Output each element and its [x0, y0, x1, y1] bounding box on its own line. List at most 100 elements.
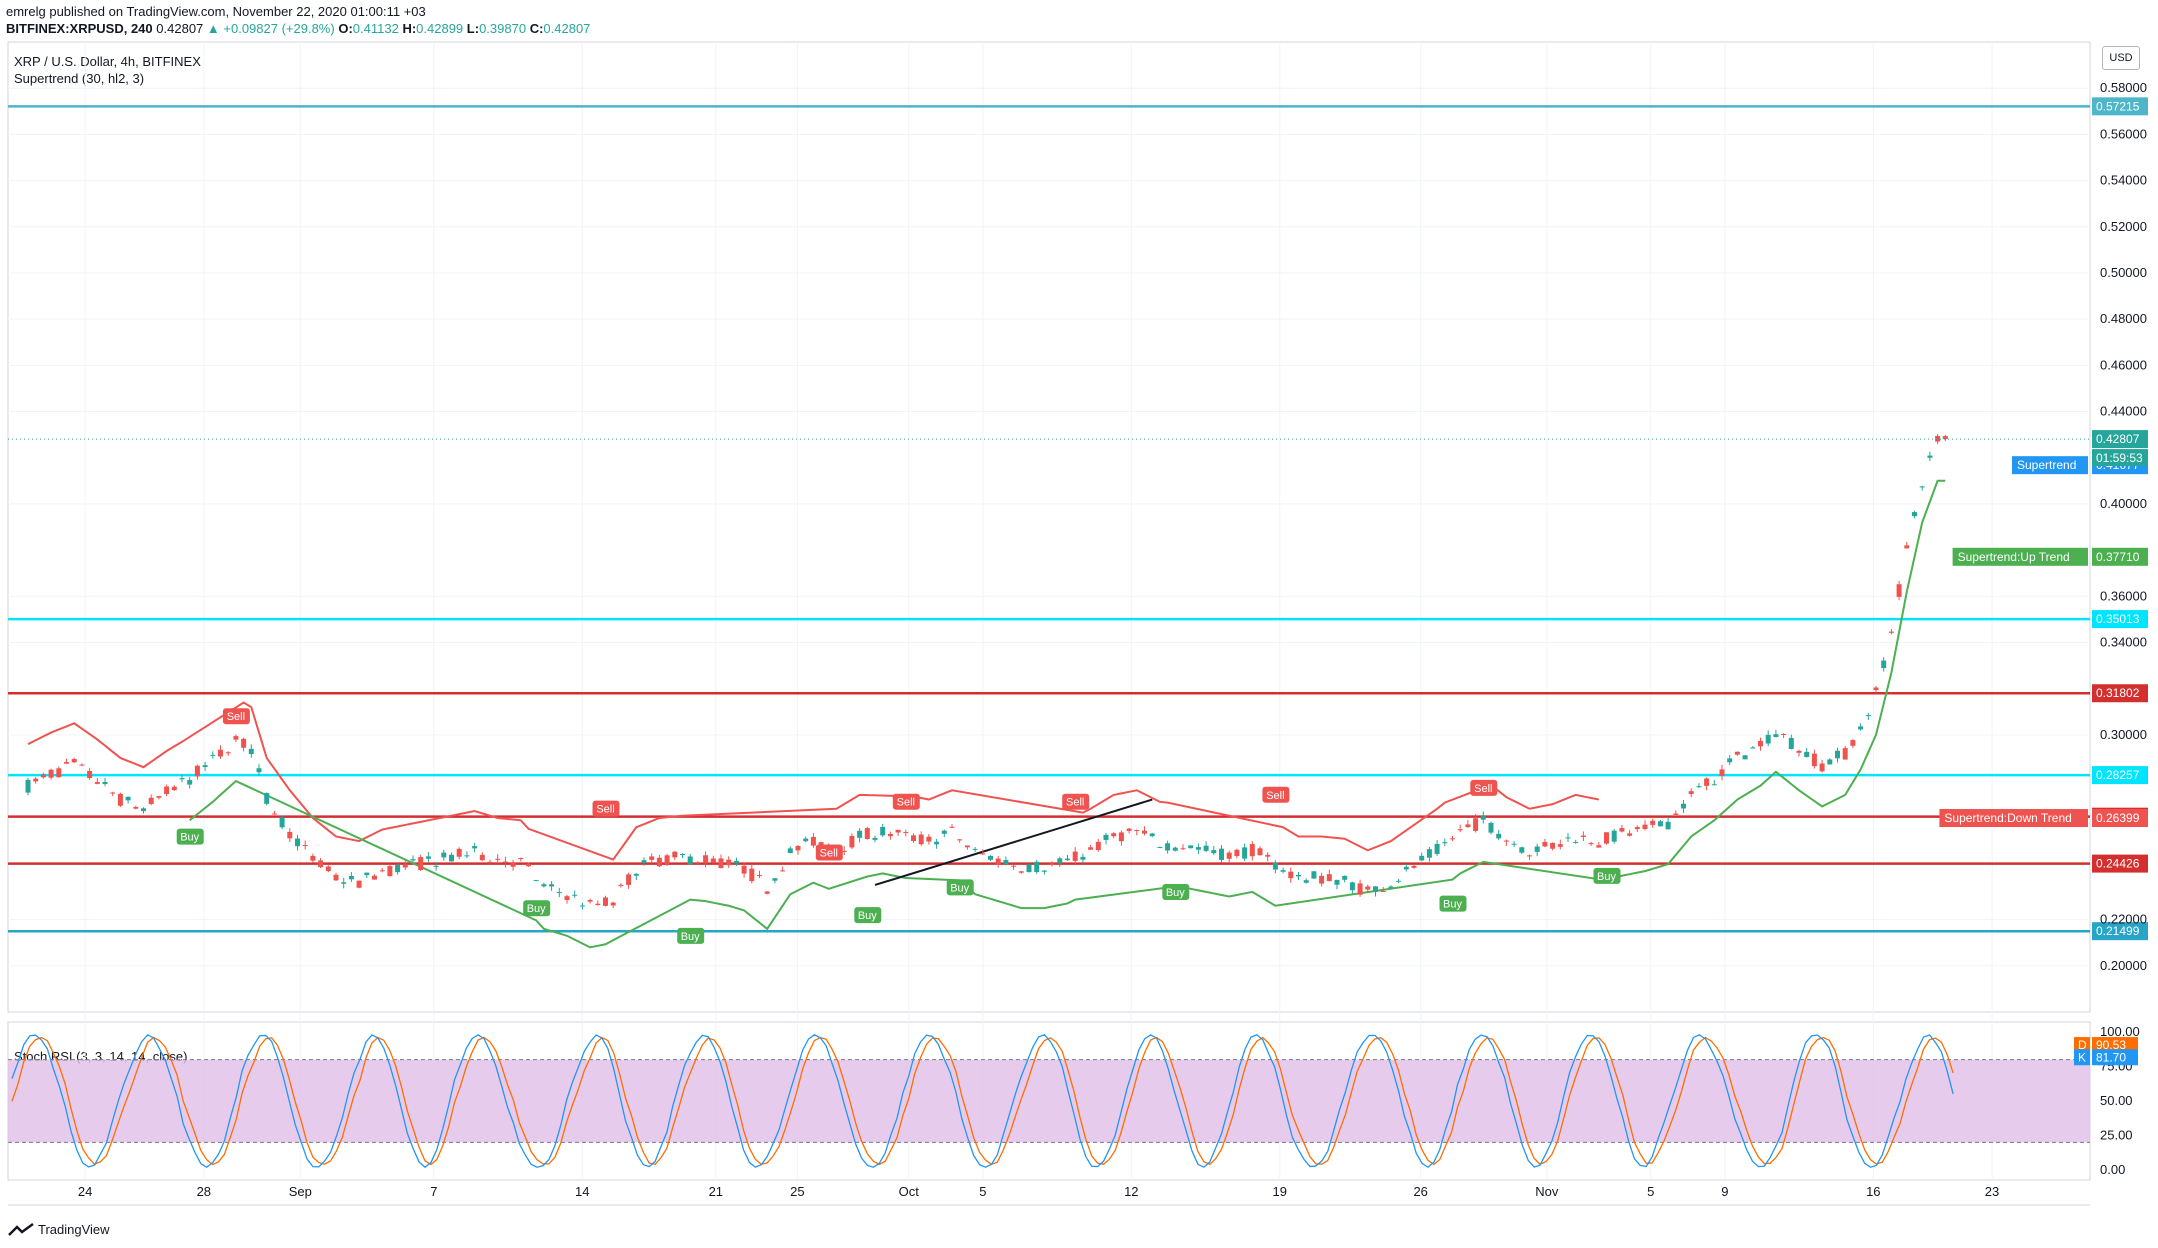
candle-body [1565, 837, 1571, 839]
candle-body [1858, 726, 1864, 730]
stoch-tick-label: 100.00 [2100, 1024, 2140, 1039]
candle-body [1827, 759, 1833, 765]
stoch-tag [2092, 1037, 2138, 1054]
candle-body [472, 846, 478, 849]
candle-body [1249, 844, 1255, 857]
y-tick-label: 0.52000 [2100, 219, 2147, 234]
sell-signal [222, 708, 250, 725]
close-value: 0.42807 [543, 21, 591, 36]
candle-body [857, 830, 863, 838]
candle-body [148, 797, 154, 804]
candle-body [410, 859, 416, 861]
stoch-tag-letter-text: K [2078, 1050, 2086, 1064]
candle-body [1126, 828, 1132, 831]
candle-body [333, 874, 339, 881]
chart-title[interactable]: XRP / U.S. Dollar, 4h, BITFINEX [14, 54, 201, 69]
candle-body [387, 866, 393, 877]
candle-body [1503, 840, 1509, 842]
candle-body [1873, 687, 1879, 691]
candle-body [187, 780, 193, 785]
stoch-tick-label: 0.00 [2100, 1162, 2125, 1177]
candle-body [1742, 755, 1748, 760]
signal-label: Buy [950, 882, 969, 894]
y-tick-label: 0.44000 [2100, 404, 2147, 419]
candle-body [649, 856, 655, 860]
candle-body [1088, 847, 1094, 850]
candle-body [1041, 870, 1047, 872]
candle-body [1673, 813, 1679, 815]
candle-body [695, 862, 701, 864]
candle-body [1326, 874, 1332, 882]
symbol[interactable]: BITFINEX:XRPUSD, 240 [6, 21, 153, 36]
candle-body [395, 864, 401, 873]
tradingview-logo-icon [8, 1222, 34, 1236]
y-tick-label: 0.50000 [2100, 265, 2147, 280]
x-tick-label: Oct [899, 1184, 920, 1199]
stoch-tag-label: 90.53 [2096, 1038, 2126, 1052]
candle-body [1403, 866, 1409, 870]
candle-body [1604, 832, 1609, 844]
buy-signal [523, 900, 551, 917]
sell-signal [815, 844, 843, 861]
candle-body [918, 834, 924, 845]
buy-signal [1593, 867, 1621, 884]
candle-body [757, 875, 762, 877]
candle-body [79, 764, 85, 766]
candle-body [1373, 886, 1378, 892]
candle-body [1473, 818, 1479, 831]
candle-body [364, 872, 370, 876]
supertrend-legend[interactable]: Supertrend (30, hl2, 3) [14, 71, 145, 86]
candle-body [710, 858, 716, 863]
candle-body [1049, 863, 1055, 865]
candle-body [533, 880, 539, 882]
candle-body [664, 855, 670, 864]
candle-body [1234, 849, 1240, 857]
price-tag-label: 0.37710 [2096, 550, 2140, 564]
signal-label: Buy [1166, 887, 1185, 899]
indicator-tag-label: Supertrend [2017, 458, 2076, 472]
candle-body [495, 858, 501, 860]
candle-body [1365, 886, 1371, 890]
candle-body [1650, 820, 1656, 825]
candle-body [1149, 833, 1155, 837]
candle-body [1450, 838, 1455, 840]
indicator-tag [1952, 547, 2088, 566]
candle-body [1573, 841, 1579, 843]
candle-body [803, 838, 809, 842]
currency-label[interactable]: USD [2102, 46, 2140, 70]
candle-body [1835, 750, 1840, 759]
candle-body [895, 829, 901, 833]
y-tick-label: 0.20000 [2100, 958, 2147, 973]
level-tag [2092, 922, 2148, 941]
price-change: ▲ +0.09827 (+29.8%) [206, 21, 335, 36]
last-price: 0.42807 [156, 21, 204, 36]
candle-body [911, 835, 916, 841]
candle-body [1665, 821, 1671, 830]
y-tick-label: 0.54000 [2100, 173, 2147, 188]
candle-body [1935, 435, 1941, 442]
stoch-tag-letter [2074, 1037, 2090, 1054]
candle-body [1396, 880, 1402, 882]
signal-label: Sell [1266, 790, 1284, 802]
candle-body [903, 832, 909, 834]
y-tick-label: 0.56000 [2100, 126, 2147, 141]
close-label: C: [529, 21, 544, 36]
candle-body [1203, 845, 1209, 851]
candle-body [1388, 886, 1394, 888]
brand[interactable]: TradingView [8, 1222, 110, 1237]
candle-body [1296, 874, 1301, 877]
candle-body [1118, 832, 1124, 842]
candle-body [449, 854, 454, 862]
candle-body [718, 858, 724, 869]
signal-label: Buy [858, 910, 877, 922]
level-tag [2092, 684, 2148, 703]
stoch-band [8, 1059, 2090, 1143]
symbol-line: BITFINEX:XRPUSD, 240 0.42807 ▲ +0.09827 … [6, 21, 590, 36]
level-tag [2092, 610, 2148, 629]
stoch-tag-letter [2074, 1049, 2090, 1066]
supertrend-up-line [189, 479, 1946, 949]
supertrend-down-line [27, 701, 1599, 861]
x-tick-label: 26 [1413, 1184, 1427, 1199]
candle-body [957, 839, 963, 841]
